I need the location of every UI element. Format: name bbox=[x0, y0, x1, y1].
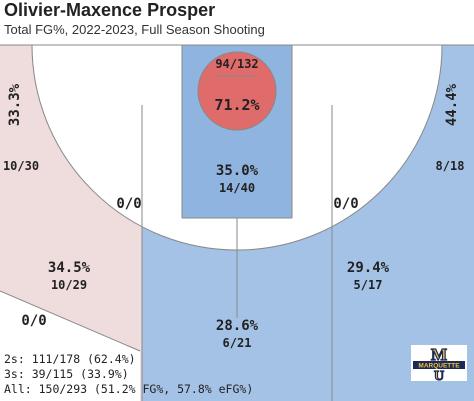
label-pct-top-of-key-three: 28.6% bbox=[216, 318, 259, 334]
chart-subtitle: Total FG%, 2022-2023, Full Season Shooti… bbox=[4, 22, 265, 37]
logo-letter-u: U bbox=[434, 369, 444, 381]
chart-title: Olivier-Maxence Prosper bbox=[4, 0, 216, 20]
court-lines bbox=[0, 44, 474, 401]
label-made-left-baseline-mid: 0/3 bbox=[95, 90, 117, 104]
label-made-right-wing-three: 5/17 bbox=[354, 278, 383, 292]
deep-left-divider bbox=[0, 290, 141, 352]
label-made-left-elbow-mid: 0/0 bbox=[116, 196, 141, 212]
label-pct-left-corner-three: 33.3% bbox=[7, 83, 23, 126]
label-pct-left-baseline-mid: 0.0% bbox=[89, 72, 123, 88]
label-made-deep-left: 0/0 bbox=[21, 313, 46, 329]
label-made-right-corner-three: 8/18 bbox=[436, 159, 465, 173]
twos-summary: 2s: 111/178 (62.4%) bbox=[4, 352, 136, 366]
label-pct-right-corner-three: 44.4% bbox=[444, 83, 460, 126]
zone-labels: 33.3% 10/30 0.0% 0/3 71.2% 94/132 35.0% 14/40 10… bbox=[3, 57, 465, 350]
zone-deep-left bbox=[0, 291, 140, 401]
label-made-top-of-key-three: 6/21 bbox=[223, 336, 252, 350]
zone-layer bbox=[0, 45, 474, 401]
all-summary: All: 150/293 (51.2% FG%, 57.8% eFG%) bbox=[4, 382, 254, 396]
logo-wordmark: MARQUETTE bbox=[418, 363, 460, 370]
label-made-paint-non-ra: 14/40 bbox=[219, 181, 255, 195]
three-point-arc bbox=[31, 44, 443, 251]
label-pct-right-baseline-mid: 100.0% bbox=[331, 72, 382, 88]
zone-restricted-area bbox=[197, 51, 277, 131]
label-made-left-corner-three: 10/30 bbox=[3, 159, 39, 173]
label-pct-restricted-area: 71.2% bbox=[214, 96, 259, 114]
label-made-restricted-area: 94/132 bbox=[215, 57, 258, 71]
label-pct-left-wing-three: 34.5% bbox=[48, 260, 91, 276]
label-pct-paint-non-ra: 35.0% bbox=[216, 163, 259, 179]
threes-summary: 3s: 39/115 (33.9%) bbox=[4, 367, 129, 381]
marquette-logo: M MARQUETTE U bbox=[411, 345, 467, 381]
label-made-right-baseline-mid: 3/3 bbox=[345, 90, 367, 104]
label-made-left-wing-three: 10/29 bbox=[51, 278, 87, 292]
label-pct-right-wing-three: 29.4% bbox=[347, 260, 390, 276]
logo-letter-m: M bbox=[431, 345, 447, 364]
label-made-right-elbow-mid: 0/0 bbox=[333, 196, 358, 212]
